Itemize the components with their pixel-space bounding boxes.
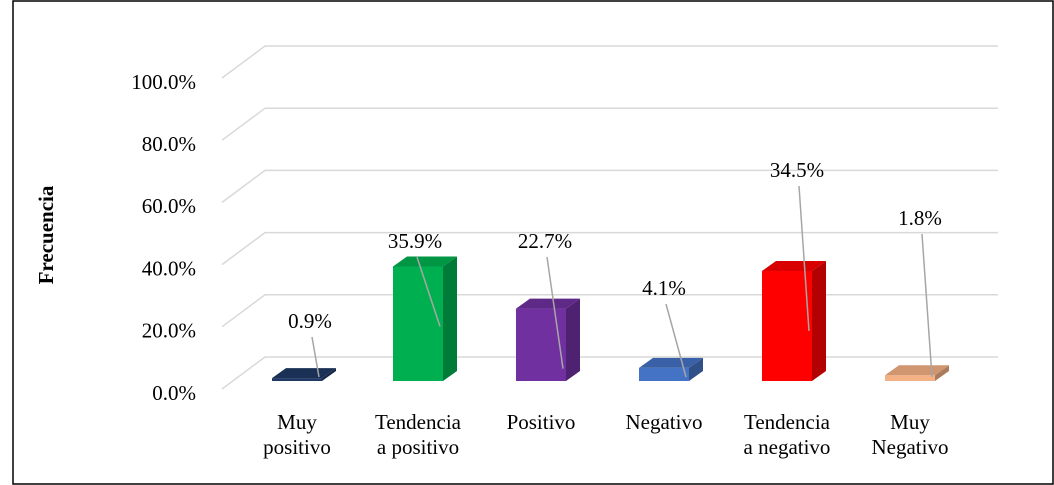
- grid-line: [221, 356, 998, 390]
- y-tick-label: 100.0%: [131, 70, 196, 94]
- data-label: 4.1%: [642, 276, 686, 300]
- y-tick-label: 40.0%: [142, 256, 196, 280]
- leader-line: [798, 185, 810, 331]
- bar: [393, 266, 443, 381]
- bar: [272, 378, 322, 381]
- grid-line: [221, 231, 998, 266]
- chart-border: [12, 0, 1054, 485]
- data-label: 22.7%: [518, 229, 572, 253]
- data-label: 1.8%: [898, 206, 942, 230]
- bar: [885, 375, 935, 381]
- leader-line: [546, 256, 564, 369]
- y-tick-label: 80.0%: [142, 132, 196, 156]
- bar-side: [443, 256, 457, 381]
- x-tick-label: Positivo: [506, 410, 576, 434]
- bar: [639, 367, 689, 381]
- bar-side: [566, 298, 580, 381]
- x-tick-label: Muy positivo: [263, 410, 331, 459]
- data-label: 0.9%: [288, 309, 332, 333]
- leader-line: [311, 336, 320, 378]
- data-label: 35.9%: [388, 229, 442, 253]
- bar-top: [762, 260, 826, 271]
- grid-line: [221, 169, 998, 204]
- data-label: 34.5%: [770, 158, 824, 182]
- bar-top: [272, 368, 336, 379]
- bar-top: [393, 256, 457, 267]
- bar: [516, 308, 566, 381]
- bar-side: [935, 365, 949, 381]
- bar-top: [639, 357, 703, 368]
- y-tick-label: 0.0%: [152, 381, 196, 405]
- y-axis-label: Frecuencia: [34, 185, 58, 284]
- bar-top: [885, 365, 949, 376]
- leader-line: [921, 233, 933, 378]
- y-tick-label: 20.0%: [142, 319, 196, 343]
- bar-side: [322, 368, 336, 381]
- bar: [762, 270, 812, 381]
- x-tick-label: Muy Negativo: [871, 410, 949, 459]
- grid-line: [221, 45, 998, 79]
- y-tick-label: 60.0%: [142, 194, 196, 218]
- leader-line: [665, 303, 687, 378]
- bar-side: [812, 260, 826, 381]
- bar-side: [689, 357, 703, 381]
- x-tick-label: Tendencia a positivo: [375, 410, 461, 459]
- leader-line: [416, 256, 441, 327]
- grid-line: [221, 294, 998, 328]
- x-tick-label: Tendencia a negativo: [743, 410, 831, 459]
- bar-top: [516, 298, 580, 309]
- x-tick-label: Negativo: [625, 410, 703, 434]
- grid-line: [221, 107, 998, 141]
